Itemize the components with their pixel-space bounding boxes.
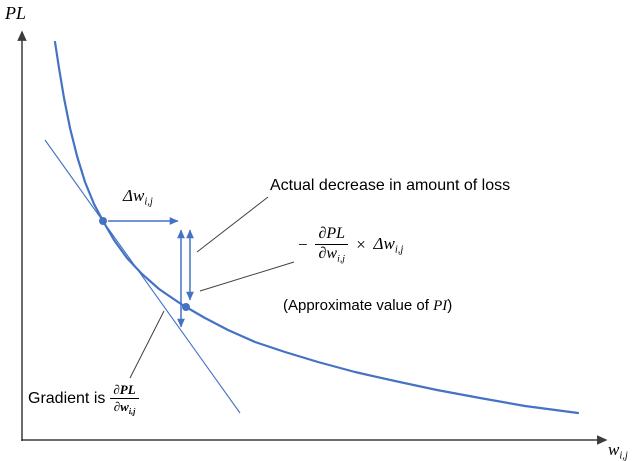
y-axis-label: PL	[5, 3, 27, 23]
gradient-den-base: ∂w	[113, 398, 129, 414]
actual-decrease-label: Actual decrease in amount of loss	[270, 177, 511, 194]
formula-minus: −	[297, 235, 309, 255]
gradient-label: Gradient is ∂PL ∂wi,j	[28, 383, 139, 416]
approx-formula-pointer-line	[199, 261, 295, 292]
delta-w-label: Δwi,j	[123, 186, 153, 208]
formula-delta-w: Δwi,j	[374, 234, 404, 256]
formula-times: ×	[355, 235, 367, 255]
approx-caption-pi: PI	[433, 298, 448, 314]
gradient-den-sub: i,j	[128, 406, 136, 416]
formula-numerator: ∂PL	[315, 225, 349, 245]
formula-denominator: ∂wi,j	[315, 245, 348, 265]
tangent-line	[44, 139, 241, 414]
current-weight-point	[99, 217, 107, 225]
x-axis-label-sub: i,j	[619, 450, 628, 461]
gradient-numerator: ∂PL	[110, 383, 139, 399]
approx-caption: (Approximate value of PI)	[283, 297, 452, 315]
updated-weight-point	[182, 303, 190, 311]
x-axis-label-base: w	[608, 440, 620, 459]
formula-den-base: ∂w	[318, 244, 338, 262]
formula-fraction: ∂PL ∂wi,j	[315, 225, 349, 265]
approx-caption-pre: (Approximate value of	[283, 297, 434, 314]
delta-w-sub: i,j	[144, 196, 153, 208]
formula-dw-sub: i,j	[394, 245, 404, 257]
formula-den-sub: i,j	[337, 253, 346, 265]
delta-w-base: Δw	[123, 186, 145, 205]
gradient-pointer-line	[129, 310, 165, 379]
actual-decrease-pointer-line	[196, 196, 269, 253]
formula-dw-base: Δw	[373, 234, 395, 254]
x-axis-label: wi,j	[608, 440, 628, 461]
gradient-fraction: ∂PL ∂wi,j	[110, 383, 139, 416]
approx-formula: − ∂PL ∂wi,j × Δwi,j	[297, 225, 404, 265]
gradient-denominator: ∂wi,j	[111, 399, 139, 416]
approx-caption-post: )	[447, 297, 453, 314]
gradient-label-text: Gradient is	[28, 390, 106, 408]
